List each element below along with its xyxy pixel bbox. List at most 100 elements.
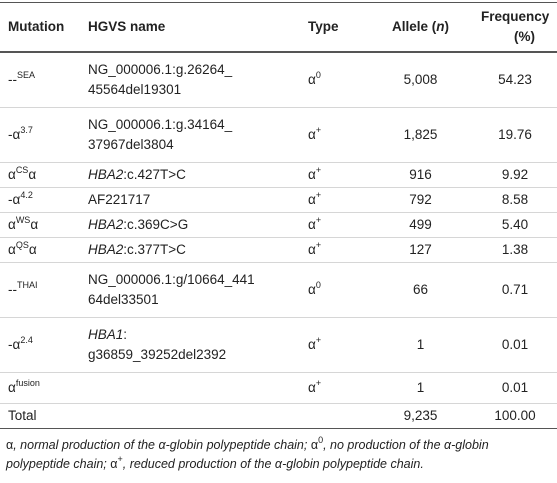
table-cell: HBA2:c.369C>G [80, 212, 300, 238]
table-cell: 19.76 [473, 107, 557, 163]
text-segment: α [28, 242, 37, 257]
text-segment: HBA2 [88, 217, 124, 232]
text-segment: : [123, 327, 128, 342]
table-cell: αWSα [0, 212, 80, 238]
table-cell: αfusion [0, 372, 80, 404]
text-segment: α [308, 217, 316, 232]
text-segment: α [8, 242, 16, 257]
superscript: 0 [315, 280, 321, 290]
text-segment: 37967del3804 [88, 137, 174, 152]
superscript: WS [15, 215, 31, 225]
table-cell: 1,825 [368, 107, 473, 163]
table-cell: 127 [368, 237, 473, 263]
text-segment: , no production of the α-globin polypept… [6, 438, 489, 471]
table-body: --SEA NG_000006.1:g.26264_ 45564del19301 α0… [0, 52, 557, 429]
footnote: α, normal production of the α-globin pol… [0, 429, 557, 474]
text-segment: Frequency [481, 9, 550, 24]
table-cell: 8.58 [473, 187, 557, 213]
superscript: + [315, 378, 322, 388]
table-row: -α2.4 HBA1: g36859_39252del2392 α+ 1 0.01 [0, 317, 557, 373]
text-segment: α [308, 242, 316, 257]
superscript: + [315, 125, 322, 135]
text-segment: 45564del19301 [88, 82, 182, 97]
text-segment: α [308, 192, 316, 207]
text-segment: α [110, 457, 118, 471]
header-cell: Frequency (%) [473, 2, 557, 53]
table-cell: NG_000006.1:g.34164_ 37967del3804 [80, 107, 300, 163]
text-segment: g36859_39252del2392 [88, 347, 227, 362]
superscript: + [315, 335, 322, 345]
table-cell [80, 372, 300, 404]
header-row: Mutation HGVS name Type Allele (n) Frequency… [0, 2, 557, 53]
table-cell: α+ [300, 187, 368, 213]
superscript: + [315, 240, 322, 250]
table-cell: --SEA [0, 52, 80, 108]
table-cell: Total [0, 403, 80, 429]
superscript: THAI [17, 280, 38, 290]
text-segment: α [6, 438, 14, 452]
table-cell: αQSα [0, 237, 80, 263]
text-segment: HBA1 [88, 327, 124, 342]
table-cell: HBA1: g36859_39252del2392 [80, 317, 300, 373]
text-segment: α [308, 127, 316, 142]
table-cell: α+ [300, 372, 368, 404]
table-cell: 1 [368, 372, 473, 404]
header-cell: Mutation [0, 2, 80, 53]
superscript: 0 [318, 435, 324, 445]
table-cell: -α3.7 [0, 107, 80, 163]
text-segment: α [308, 282, 316, 297]
table-cell: α+ [300, 317, 368, 373]
superscript: QS [15, 240, 29, 250]
text-segment: α [8, 217, 16, 232]
text-segment: , normal production of the α-globin poly… [13, 438, 311, 452]
table-cell: -α4.2 [0, 187, 80, 213]
table-cell [300, 403, 368, 429]
text-segment: α [8, 167, 16, 182]
table-cell: AF221717 [80, 187, 300, 213]
table-cell: 1 [368, 317, 473, 373]
table-cell: 5,008 [368, 52, 473, 108]
text-segment: α [308, 380, 316, 395]
superscript: 2.4 [20, 335, 33, 345]
text-segment: n [436, 19, 445, 34]
table-row: αWSα HBA2:c.369C>G α+ 499 5.40 [0, 212, 557, 238]
text-segment: α [308, 337, 316, 352]
text-segment: HBA2 [88, 242, 124, 257]
text-segment: :c.369C>G [123, 217, 189, 232]
text-segment: :c.377T>C [123, 242, 186, 257]
text-segment: α [28, 167, 37, 182]
table-cell: NG_000006.1:g/10664_441 64del33501 [80, 262, 300, 318]
table-cell: 66 [368, 262, 473, 318]
table-cell: 5.40 [473, 212, 557, 238]
text-segment: -α [8, 192, 21, 207]
superscript: + [315, 190, 322, 200]
table-cell: α+ [300, 162, 368, 188]
table-cell: α+ [300, 212, 368, 238]
table-cell: 54.23 [473, 52, 557, 108]
text-segment: 64del33501 [88, 292, 159, 307]
superscript: + [315, 215, 322, 225]
superscript: SEA [17, 70, 36, 80]
text-segment: α [30, 217, 39, 232]
superscript: fusion [15, 378, 40, 388]
superscript: CS [15, 165, 29, 175]
table-cell: --THAI [0, 262, 80, 318]
text-segment: α [308, 72, 316, 87]
table-cell: 0.01 [473, 372, 557, 404]
text-segment: α [8, 380, 16, 395]
table-row: --SEA NG_000006.1:g.26264_ 45564del19301 α0… [0, 52, 557, 108]
table-cell: αCSα [0, 162, 80, 188]
table-row: αCSα HBA2:c.427T>C α+ 916 9.92 [0, 162, 557, 188]
text-segment: α [308, 167, 316, 182]
table-row: αfusion α+ 1 0.01 [0, 372, 557, 404]
superscript: + [117, 454, 123, 464]
header-cell: HGVS name [80, 2, 300, 53]
text-segment: (%) [514, 29, 535, 44]
table-row: --THAI NG_000006.1:g/10664_441 64del33501 α… [0, 262, 557, 318]
text-segment: NG_000006.1:g.34164_ [88, 117, 233, 132]
superscript: 3.7 [20, 125, 33, 135]
table-cell: 9.92 [473, 162, 557, 188]
text-segment: , reduced production of the α-globin pol… [122, 457, 424, 471]
table-cell: 0.71 [473, 262, 557, 318]
